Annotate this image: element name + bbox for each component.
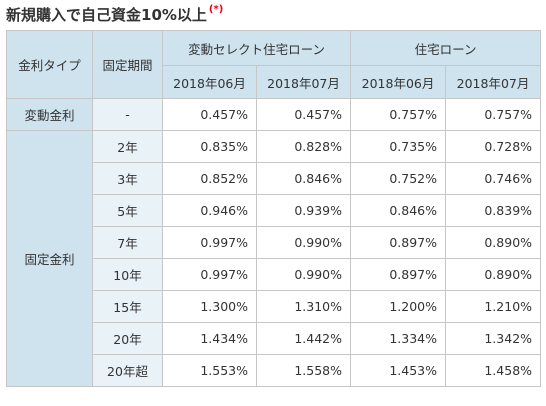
rate-cell: 1.210% bbox=[445, 290, 542, 323]
table-row: 20年超 1.553% 1.558% 1.453% 1.458% bbox=[7, 354, 542, 387]
table-row: 10年 0.997% 0.990% 0.897% 0.890% bbox=[7, 258, 542, 291]
table-row: 固定金利 2年 0.835% 0.828% 0.735% 0.728% bbox=[6, 130, 542, 387]
rate-cell: 0.728% bbox=[445, 130, 542, 163]
header-row-2: 2018年06月 2018年07月 2018年06月 2018年07月 bbox=[7, 65, 542, 99]
rate-cell: 1.553% bbox=[162, 354, 257, 387]
table-row: 変動金利 - 0.457% 0.457% 0.757% 0.757% bbox=[6, 98, 542, 131]
rate-cell: 1.558% bbox=[255, 354, 352, 387]
rate-cell: 0.457% bbox=[255, 98, 352, 131]
footnote-marker[interactable]: (*) bbox=[208, 4, 224, 15]
header-row-1: 金利タイプ 固定期間 変動セレクト住宅ローン 住宅ローン bbox=[6, 30, 542, 99]
header-month: 2018年06月 bbox=[162, 65, 257, 99]
term-cell: 7年 bbox=[92, 226, 163, 259]
rate-cell: 1.458% bbox=[445, 354, 542, 387]
table-row: 5年 0.946% 0.939% 0.846% 0.839% bbox=[7, 194, 542, 227]
rate-table: 金利タイプ 固定期間 変動セレクト住宅ローン 住宅ローン 2018年06月 20… bbox=[6, 30, 542, 387]
term-cell: 20年 bbox=[92, 322, 163, 355]
rate-cell: 0.997% bbox=[162, 226, 257, 259]
term-cell: 10年 bbox=[92, 258, 163, 291]
rate-cell: 0.852% bbox=[162, 162, 257, 195]
section-fixed-label: 固定金利 bbox=[6, 130, 93, 387]
rate-cell: 1.334% bbox=[350, 322, 447, 355]
term-cell: 15年 bbox=[92, 290, 163, 323]
header-term: 固定期間 bbox=[92, 30, 163, 99]
rate-cell: 0.990% bbox=[255, 226, 352, 259]
rate-cell: 0.897% bbox=[350, 226, 447, 259]
rate-cell: 0.846% bbox=[255, 162, 352, 195]
rate-cell: 1.200% bbox=[350, 290, 447, 323]
rate-cell: 0.997% bbox=[162, 258, 257, 291]
header-rate-type: 金利タイプ bbox=[6, 30, 93, 99]
term-cell: - bbox=[92, 98, 163, 131]
rate-cell: 0.457% bbox=[162, 98, 257, 131]
rate-cell: 1.342% bbox=[445, 322, 542, 355]
table-row: 7年 0.997% 0.990% 0.897% 0.890% bbox=[7, 226, 542, 259]
rate-cell: 0.846% bbox=[350, 194, 447, 227]
rate-cell: 0.757% bbox=[350, 98, 447, 131]
rate-cell: 0.757% bbox=[445, 98, 542, 131]
rate-cell: 0.835% bbox=[162, 130, 257, 163]
rate-cell: 0.752% bbox=[350, 162, 447, 195]
term-cell: 3年 bbox=[92, 162, 163, 195]
rate-cell: 0.839% bbox=[445, 194, 542, 227]
rate-cell: 0.990% bbox=[255, 258, 352, 291]
term-cell: 20年超 bbox=[92, 354, 163, 387]
table-row: 15年 1.300% 1.310% 1.200% 1.210% bbox=[7, 290, 542, 323]
rate-cell: 0.890% bbox=[445, 258, 542, 291]
rate-cell: 1.434% bbox=[162, 322, 257, 355]
title-text: 新規購入で自己資金10%以上 bbox=[6, 6, 207, 24]
section-variable-label: 変動金利 bbox=[6, 98, 93, 131]
page-title: 新規購入で自己資金10%以上 (*) bbox=[6, 4, 223, 25]
rate-cell: 1.442% bbox=[255, 322, 352, 355]
rate-cell: 0.897% bbox=[350, 258, 447, 291]
header-group-variable-select: 変動セレクト住宅ローン bbox=[161, 30, 352, 66]
table-row: 20年 1.434% 1.442% 1.334% 1.342% bbox=[7, 322, 542, 355]
rate-cell: 1.310% bbox=[255, 290, 352, 323]
header-group-home-loan: 住宅ローン bbox=[350, 30, 542, 66]
rate-cell: 0.746% bbox=[445, 162, 542, 195]
rate-cell: 0.939% bbox=[255, 194, 352, 227]
header-month: 2018年06月 bbox=[350, 65, 447, 99]
rate-cell: 0.735% bbox=[350, 130, 447, 163]
term-cell: 5年 bbox=[92, 194, 163, 227]
rate-cell: 1.300% bbox=[162, 290, 257, 323]
term-cell: 2年 bbox=[92, 130, 163, 163]
header-month: 2018年07月 bbox=[255, 65, 352, 99]
header-month: 2018年07月 bbox=[445, 65, 542, 99]
rate-cell: 1.453% bbox=[350, 354, 447, 387]
table-row: 3年 0.852% 0.846% 0.752% 0.746% bbox=[7, 162, 542, 195]
rate-cell: 0.946% bbox=[162, 194, 257, 227]
rate-cell: 0.828% bbox=[255, 130, 352, 163]
rate-cell: 0.890% bbox=[445, 226, 542, 259]
